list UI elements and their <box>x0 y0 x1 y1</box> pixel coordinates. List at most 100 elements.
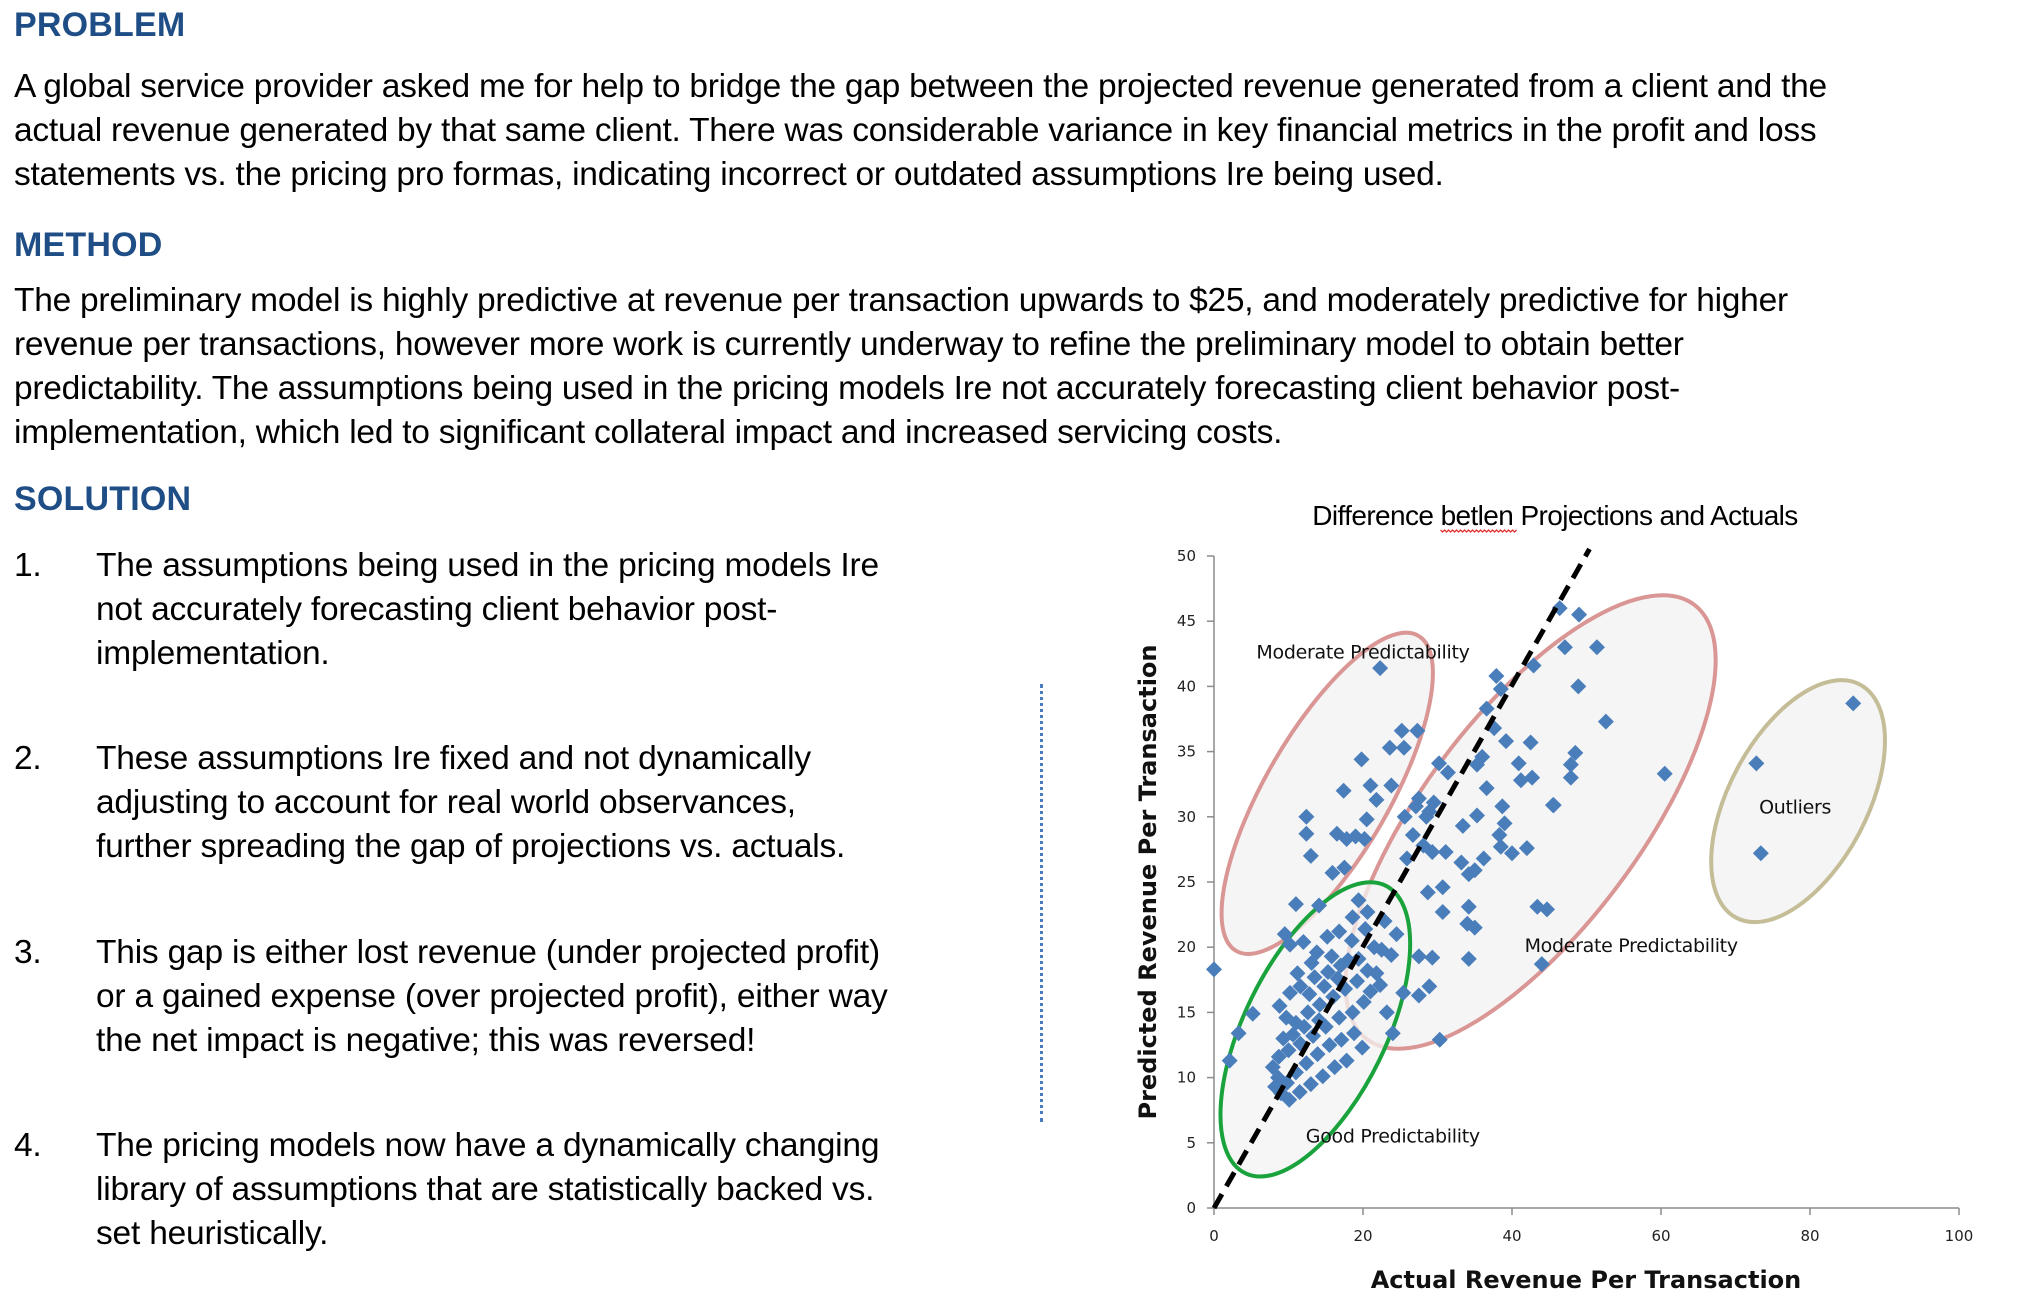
data-point <box>1381 739 1398 756</box>
data-point <box>1424 844 1441 861</box>
data-point <box>1353 751 1370 768</box>
y-tick-label: 10 <box>1177 1069 1196 1087</box>
data-point <box>1539 901 1556 918</box>
data-point <box>1475 850 1492 867</box>
data-point <box>1437 844 1454 861</box>
data-point <box>1355 993 1372 1010</box>
solution-line: further spreading the gap of projections… <box>96 828 846 865</box>
x-tick-label: 0 <box>1209 1227 1219 1245</box>
data-point <box>1344 909 1361 926</box>
x-axis-label: Actual Revenue Per Transaction <box>1371 1266 1802 1294</box>
y-tick-label: 25 <box>1177 873 1196 891</box>
data-point <box>1301 986 1318 1003</box>
data-point <box>1407 798 1424 815</box>
data-point <box>1343 932 1360 949</box>
data-point <box>1356 830 1373 847</box>
data-point <box>1244 1005 1261 1022</box>
method-line: implementation, which led to significant… <box>14 414 1283 451</box>
data-point <box>1845 695 1862 712</box>
data-point <box>1287 1014 1304 1031</box>
data-point <box>1295 933 1312 950</box>
data-point <box>1331 1009 1348 1026</box>
data-point <box>1336 859 1353 876</box>
data-point <box>1378 1004 1395 1021</box>
data-point <box>1306 969 1323 986</box>
solution-number: 2. <box>14 740 42 777</box>
data-point <box>1752 845 1769 862</box>
data-point <box>1522 734 1539 751</box>
data-point <box>1335 782 1352 799</box>
solution-line: The pricing models now have a dynamicall… <box>96 1127 880 1164</box>
data-point <box>1298 808 1315 825</box>
data-point <box>1496 815 1513 832</box>
method-paragraph: The preliminary model is highly predicti… <box>14 279 2024 455</box>
data-point <box>1434 879 1451 896</box>
data-point <box>1372 660 1389 677</box>
data-point <box>1656 765 1673 782</box>
data-point <box>1454 817 1471 834</box>
data-point <box>1319 928 1336 945</box>
data-point <box>1460 866 1477 883</box>
region-label: Moderate Predictability <box>1525 935 1738 957</box>
data-point <box>1291 1083 1308 1100</box>
data-point <box>1494 798 1511 815</box>
data-point <box>1323 948 1340 965</box>
data-point <box>1492 681 1509 698</box>
problem-heading: PROBLEM <box>14 6 186 44</box>
reference-line <box>1211 547 1592 1210</box>
data-point <box>1488 667 1505 684</box>
data-point <box>1453 854 1470 871</box>
data-point <box>1468 756 1485 773</box>
x-tick-label: 60 <box>1651 1227 1670 1245</box>
data-point <box>1404 827 1421 844</box>
data-point <box>1321 1037 1338 1053</box>
y-tick-label: 0 <box>1186 1199 1196 1217</box>
region-ellipse-moderate <box>1219 630 1435 956</box>
data-point <box>1368 965 1385 982</box>
data-point <box>1388 926 1405 943</box>
y-tick-label: 15 <box>1177 1003 1196 1021</box>
problem-line: statements vs. the pricing pro formas, i… <box>14 156 1444 193</box>
data-point <box>1314 1068 1331 1085</box>
data-point <box>1434 903 1451 920</box>
region-labels: Moderate Predictability Moderate Predicta… <box>1256 641 1831 1147</box>
y-tick-label: 35 <box>1177 743 1196 761</box>
y-tick-label: 40 <box>1177 677 1196 695</box>
solution-line: adjusting to account for real world obse… <box>96 784 796 821</box>
data-point <box>1556 639 1573 656</box>
x-tick-label: 40 <box>1502 1227 1521 1245</box>
data-point <box>1296 1018 1313 1035</box>
solution-line: The assumptions being used in the pricin… <box>96 547 879 584</box>
data-point <box>1271 997 1288 1014</box>
data-point <box>1292 978 1309 995</box>
data-point <box>1287 896 1304 913</box>
data-point <box>1466 919 1483 936</box>
data-point <box>1275 1030 1292 1047</box>
solution-text: These assumptions Ire fixed and not dyna… <box>96 737 845 869</box>
region-label: Moderate Predictability <box>1256 641 1469 663</box>
data-point <box>1545 797 1562 814</box>
points-layer <box>1206 600 1862 1108</box>
data-point <box>1396 808 1413 825</box>
data-point <box>1358 811 1375 828</box>
data-point <box>1372 977 1389 994</box>
problem-line: actual revenue generated by that same cl… <box>14 112 1817 149</box>
data-point <box>1302 847 1319 864</box>
data-point <box>1383 777 1400 794</box>
data-point <box>1324 864 1341 881</box>
data-point <box>1421 978 1438 995</box>
data-point <box>1331 923 1348 940</box>
data-point <box>1533 956 1550 973</box>
y-axis-label: Predicted Revenue Per Transaction <box>1134 645 1162 1120</box>
data-point <box>1410 987 1427 1004</box>
x-tick-label: 80 <box>1800 1227 1819 1245</box>
chart-title-part: Difference <box>1312 500 1440 531</box>
solution-number: 4. <box>14 1127 42 1164</box>
data-point <box>1512 772 1529 789</box>
data-point <box>1311 996 1328 1013</box>
x-tick-label: 100 <box>1945 1227 1974 1245</box>
vertical-dotted-divider <box>1040 684 1043 1122</box>
solution-number: 1. <box>14 547 42 584</box>
data-point <box>1230 1025 1247 1042</box>
data-point <box>1383 947 1400 964</box>
